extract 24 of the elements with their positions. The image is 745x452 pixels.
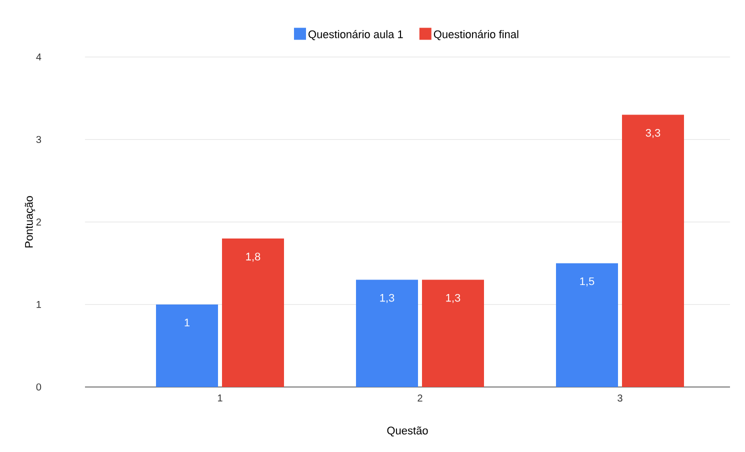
y-tick-label: 0 (36, 383, 42, 391)
x-tick-label: 2 (418, 394, 422, 402)
x-axis-title: Questão (387, 426, 428, 436)
y-tick-label: 1 (36, 301, 41, 308)
data-label: 1,8 (246, 252, 260, 262)
legend-label: Questionário aula 1 (308, 30, 403, 40)
bar (422, 280, 484, 387)
data-label: 1,3 (380, 294, 394, 304)
y-axis-title: Pontuação (24, 196, 36, 248)
data-label: 1,5 (580, 277, 594, 286)
data-label: 3,3 (646, 128, 660, 138)
x-tick-label: 1 (218, 394, 222, 402)
legend-label: Questionário final (434, 30, 518, 40)
x-tick-label: 3 (618, 394, 622, 402)
data-label: 1,3 (446, 294, 460, 304)
bar (156, 304, 218, 387)
bar (222, 238, 284, 387)
y-tick-label: 2 (36, 218, 41, 226)
bar (356, 280, 418, 387)
data-label: 1 (184, 318, 190, 326)
bar (622, 114, 684, 387)
y-tick-label: 4 (36, 54, 42, 60)
bar (556, 263, 618, 387)
y-tick-label: 3 (36, 136, 42, 144)
